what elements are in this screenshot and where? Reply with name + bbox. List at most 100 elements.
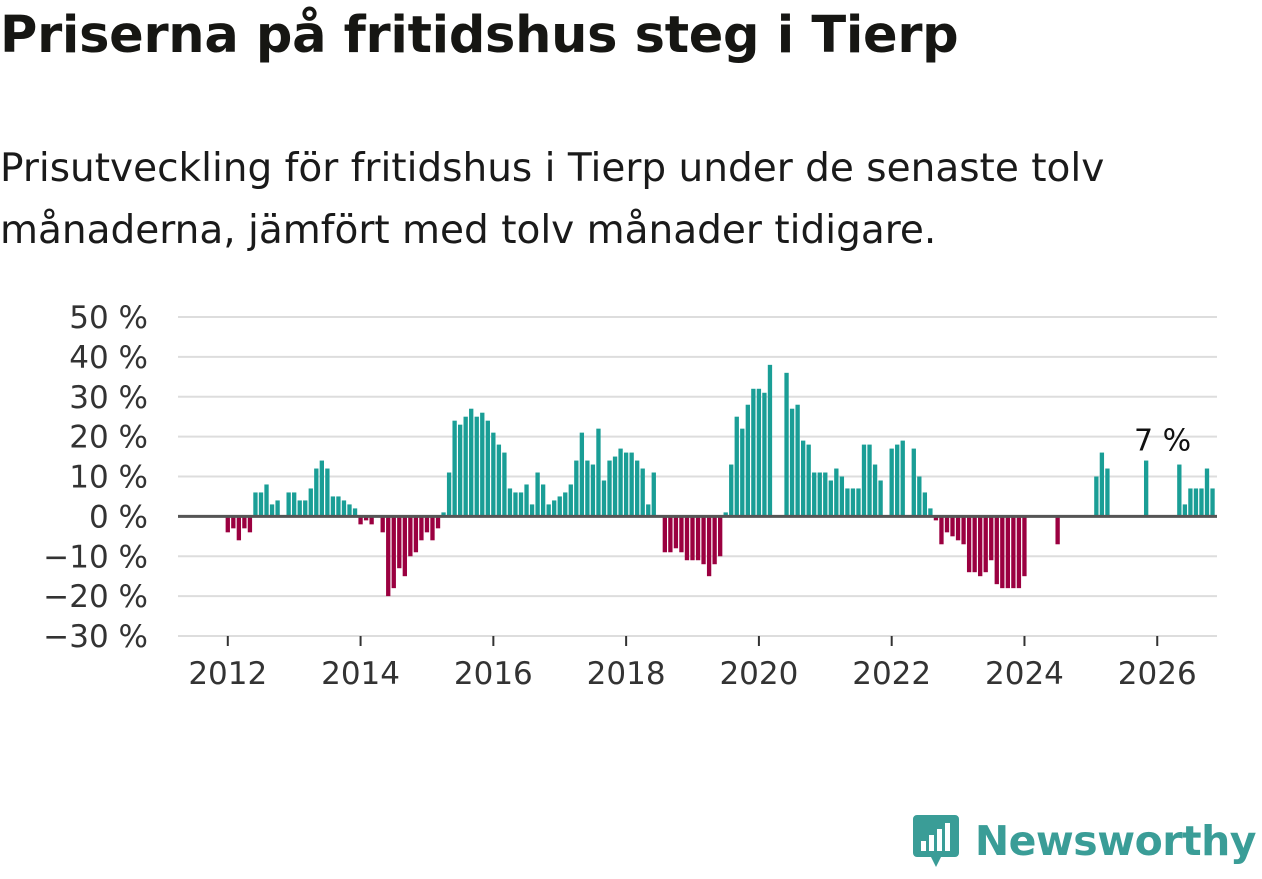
bar [1016, 516, 1022, 589]
bar [325, 468, 330, 517]
bar [441, 512, 446, 517]
bar [330, 496, 336, 517]
bar [402, 516, 407, 577]
bar [452, 420, 457, 517]
bar [662, 516, 667, 553]
brand-name: Newsworthy [974, 817, 1257, 865]
bar [651, 472, 656, 517]
bar [850, 488, 856, 517]
bar [767, 364, 773, 517]
bar [900, 440, 905, 517]
bar [574, 460, 579, 517]
bar [972, 516, 977, 573]
bar [712, 516, 717, 565]
bar [839, 476, 845, 517]
bar [1005, 516, 1010, 589]
bar [917, 476, 922, 517]
bar [612, 456, 618, 517]
y-tick-label: 30 % [69, 380, 148, 416]
bar [845, 488, 850, 517]
bar [480, 412, 485, 517]
bar [579, 432, 585, 517]
bar [789, 408, 795, 517]
bar [800, 440, 806, 517]
bar [518, 492, 524, 517]
bar [668, 516, 673, 553]
bar [557, 496, 562, 517]
newsworthy-logo-icon [912, 815, 959, 867]
bar [264, 484, 269, 517]
bar [1204, 468, 1210, 517]
bar [729, 464, 734, 517]
bar [1094, 476, 1099, 517]
bar [751, 388, 756, 517]
bar [978, 516, 983, 577]
x-tick-label: 2024 [985, 656, 1064, 692]
bar [308, 488, 313, 517]
bar [292, 492, 297, 517]
y-tick-label: −30 % [43, 619, 148, 655]
bar [413, 516, 419, 553]
annotation-label: 7 % [1134, 423, 1191, 458]
bar [834, 468, 839, 517]
bar [568, 484, 573, 517]
x-tick-label: 2012 [188, 656, 267, 692]
bar [585, 460, 590, 517]
bar [303, 500, 308, 517]
x-tick-label: 2020 [719, 656, 798, 692]
y-tick-label: 10 % [69, 460, 148, 496]
bar [889, 448, 894, 517]
bar [430, 516, 435, 541]
bar [1188, 488, 1193, 517]
bar [380, 516, 385, 533]
bar [878, 480, 883, 517]
bar [469, 408, 474, 517]
bar [895, 444, 900, 517]
bar [502, 452, 507, 517]
bar [1143, 460, 1149, 517]
bar [1055, 516, 1060, 545]
bar [341, 500, 347, 517]
bar [706, 516, 712, 577]
bar [535, 472, 540, 517]
bar [319, 460, 324, 517]
bar [457, 424, 463, 517]
bar [723, 512, 728, 517]
y-tick-label: −20 % [43, 579, 148, 615]
bar [867, 444, 872, 517]
bar [596, 428, 601, 517]
bar [1177, 464, 1182, 517]
bar [446, 472, 452, 517]
bar [275, 500, 280, 517]
bar [740, 428, 745, 517]
bar [242, 516, 247, 529]
bar [236, 516, 242, 541]
bar [419, 516, 424, 541]
x-tick-label: 2016 [454, 656, 533, 692]
bar [1193, 488, 1199, 517]
bar [546, 504, 551, 517]
bar [225, 516, 230, 533]
bar [485, 420, 490, 517]
bar [253, 492, 258, 517]
bar [718, 516, 723, 557]
bar [955, 516, 961, 541]
bar [391, 516, 396, 589]
bar [424, 516, 430, 533]
chart-title: Priserna på fritidshus steg i Tierp [0, 6, 959, 65]
bar [231, 516, 236, 529]
bar [358, 516, 363, 525]
bar [1022, 516, 1027, 577]
bar [828, 480, 833, 517]
bar [247, 516, 253, 533]
bar [823, 472, 828, 517]
bar [269, 504, 275, 517]
bar [695, 516, 701, 561]
bar [922, 492, 928, 517]
bar [1199, 488, 1204, 517]
bar [590, 464, 596, 517]
bar [286, 492, 291, 517]
chart-subtitle: Prisutveckling för fritidshus i Tierp un… [0, 146, 1105, 253]
bar [806, 444, 811, 517]
bar [623, 452, 629, 517]
